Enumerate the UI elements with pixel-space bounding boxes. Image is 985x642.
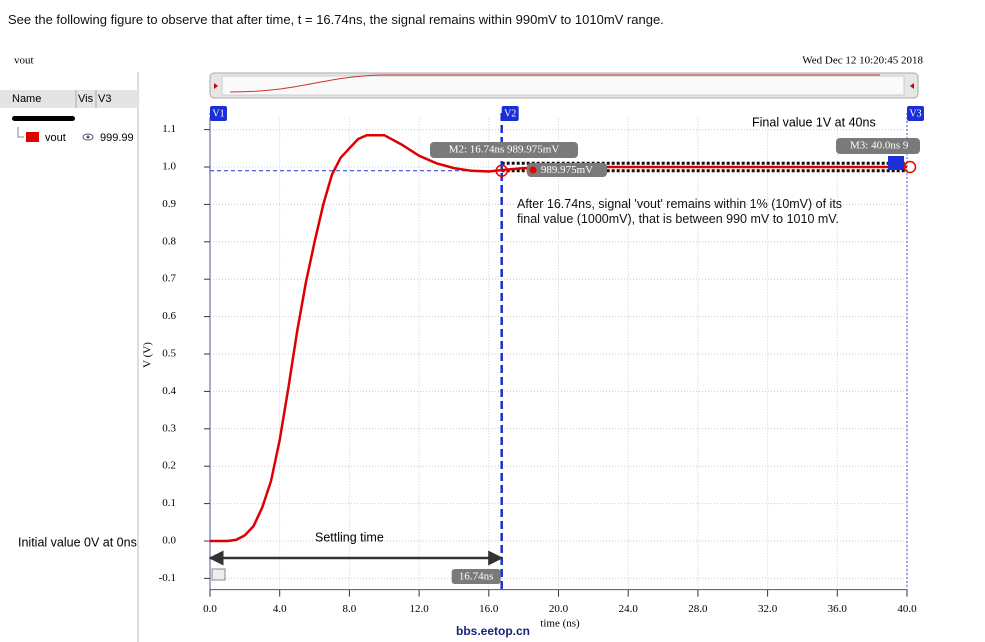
panel-col: Name: [12, 93, 41, 105]
readout-box: [527, 163, 607, 177]
cursor-label: V2: [504, 108, 516, 119]
settling-label: Settling time: [315, 530, 384, 544]
overview-wave: [229, 74, 880, 93]
annotation: Final value 1V at 40ns: [752, 115, 876, 129]
settling-box: [451, 569, 501, 584]
x-tick-label: 0.0: [203, 603, 217, 615]
window-title: vout: [14, 55, 34, 67]
y-tick-label: -0.1: [159, 572, 176, 584]
y-tick-label: 1.1: [162, 123, 176, 135]
annotation: After 16.74ns, signal 'vout' remains wit…: [517, 197, 843, 226]
cursor-tag: [210, 106, 227, 121]
scroll-right[interactable]: [910, 83, 914, 89]
panel-header: [0, 90, 138, 108]
y-tick-label: 0.1: [162, 497, 176, 509]
cursor-label: V1: [212, 108, 224, 119]
scroll-thumb[interactable]: [221, 75, 905, 96]
group-bar: [12, 116, 75, 121]
x-tick-label: 4.0: [273, 603, 287, 615]
marker-box: [836, 138, 920, 154]
legend-name: vout: [45, 132, 66, 144]
legend-value: 999.99: [100, 132, 134, 144]
y-tick-label: 0.3: [162, 422, 176, 434]
x-tick-label: 40.0: [897, 603, 917, 615]
y-tick-label: 0.2: [162, 460, 176, 472]
y-tick-label: 0.8: [162, 235, 176, 247]
x-tick-label: 36.0: [828, 603, 848, 615]
cursor-tag: [907, 106, 924, 121]
settling-value: 16.74ns: [459, 571, 494, 583]
y-tick-label: 0.5: [162, 348, 176, 360]
y-tick-label: 0.9: [162, 198, 176, 210]
readout-label: 989.975mV: [541, 164, 593, 176]
x-tick-label: 20.0: [549, 603, 569, 615]
marker-box: [430, 142, 578, 158]
m3-tag: [888, 156, 904, 170]
scroll-left[interactable]: [214, 83, 218, 89]
marker-label: M2: 16.74ns 989.975mV: [449, 144, 560, 156]
y-tick-label: 0.7: [162, 273, 176, 285]
intro-text: See the following figure to observe that…: [8, 12, 664, 27]
watermark: bbs.eetop.cn: [456, 624, 530, 638]
panel-col: V3: [98, 93, 111, 105]
x-tick-label: 24.0: [619, 603, 639, 615]
y-tick-label: 0.6: [162, 310, 176, 322]
legend-swatch: [26, 132, 39, 142]
readout-dot: [529, 166, 537, 174]
x-tick-label: 32.0: [758, 603, 778, 615]
y-tick-label: 1.0: [162, 161, 176, 173]
x-axis-label: time (ns): [540, 618, 580, 630]
cursor-label: V3: [909, 108, 921, 119]
marker-point: [495, 164, 508, 178]
marker-point: [903, 160, 917, 174]
timestamp: Wed Dec 12 10:20:45 2018: [802, 55, 923, 67]
marker-label: M3: 40.0ns 9: [850, 140, 909, 152]
tree-line: [17, 127, 24, 138]
y-tick-label: 0.0: [162, 535, 176, 547]
y-axis-label: V (V): [142, 342, 154, 368]
x-tick-label: 8.0: [343, 603, 357, 615]
cursor-tag: [501, 106, 519, 121]
annotation: Initial value 0V at 0ns: [18, 535, 137, 549]
x-tick-label: 16.0: [479, 603, 499, 615]
eye-icon[interactable]: [82, 133, 94, 141]
x-tick-label: 12.0: [409, 603, 429, 615]
panel-col: Vis: [78, 93, 94, 105]
eye-pupil: [86, 135, 90, 139]
x-tick-label: 28.0: [688, 603, 708, 615]
play-icon: [211, 568, 226, 581]
plot-area: -0.1 0.0 0.1 0.2 0.3 0.4 0.5 0.6 0.7 0.8 0.9 1.0 1.1…: [159, 106, 924, 615]
y-tick-label: 0.4: [162, 385, 176, 397]
